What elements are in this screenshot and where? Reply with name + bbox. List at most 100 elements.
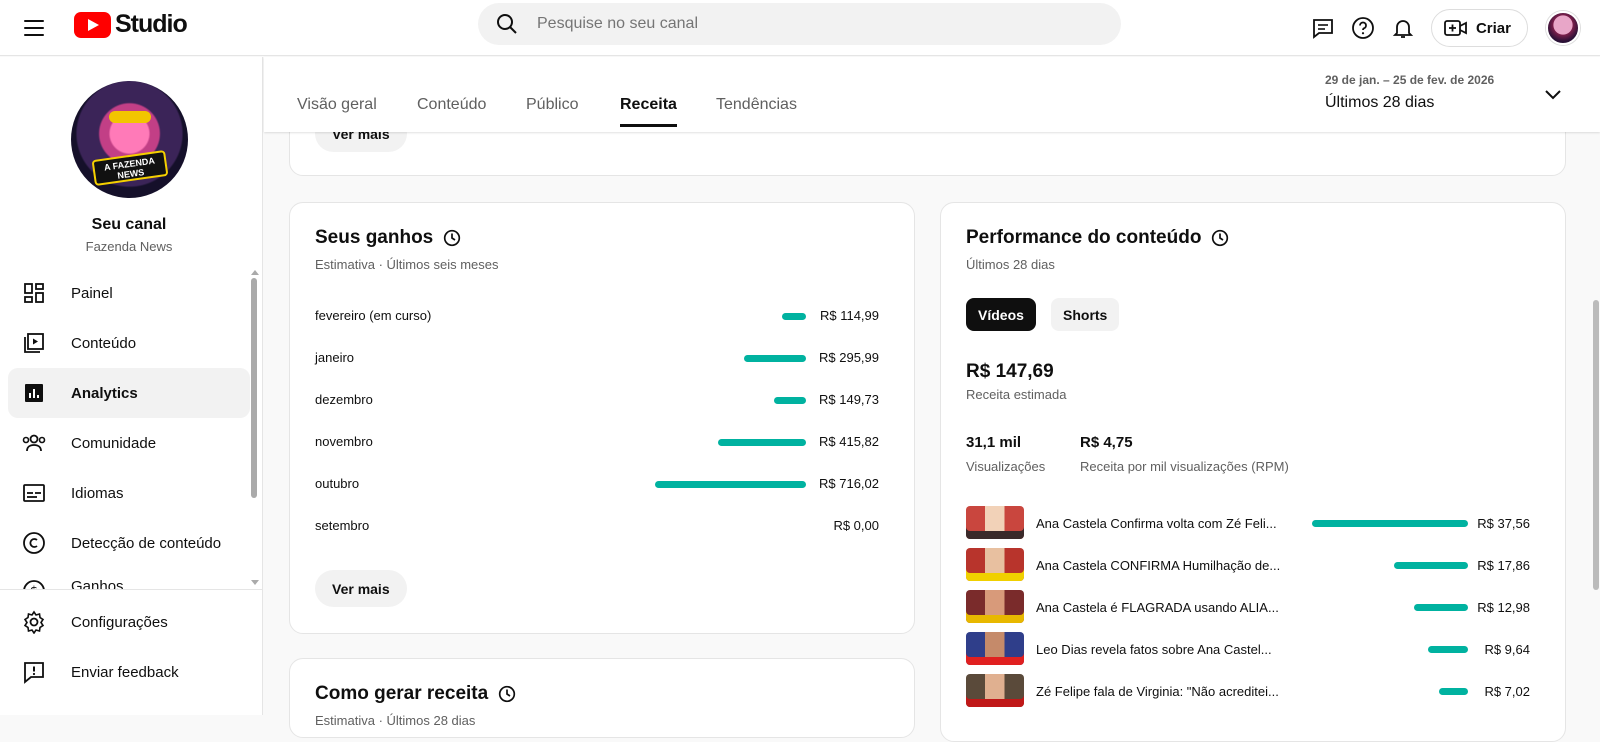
chevron-down-icon[interactable] (1543, 88, 1563, 102)
video-thumbnail[interactable] (966, 590, 1024, 623)
tab-receita[interactable]: Receita (620, 96, 677, 127)
video-revenue-bar (1438, 688, 1468, 695)
tab-publico[interactable]: Público (526, 96, 579, 113)
earnings-value: R$ 415,82 (819, 434, 879, 449)
sidebar-bottom: Configurações Enviar feedback (0, 589, 262, 715)
rpm-label: Receita por mil visualizações (RPM) (1080, 459, 1289, 474)
ver-mais-label: Ver mais (332, 580, 390, 597)
studio-logo[interactable]: Studio (74, 10, 188, 39)
earnings-row: janeiro R$ 295,99 (315, 348, 879, 368)
earnings-ver-mais-button[interactable]: Ver mais (315, 570, 407, 607)
video-row[interactable]: Leo Dias revela fatos sobre Ana Castel..… (966, 632, 1530, 668)
video-row[interactable]: Zé Felipe fala de Virginia: "Não acredit… (966, 674, 1530, 710)
toggle-shorts[interactable]: Shorts (1051, 298, 1120, 331)
video-thumbnail[interactable] (966, 632, 1024, 665)
earnings-bar (781, 313, 806, 320)
video-revenue-value: R$ 9,64 (1484, 642, 1530, 657)
earnings-month-label: outubro (315, 476, 360, 491)
video-title[interactable]: Ana Castela é FLAGRADA usando ALIA... (1036, 600, 1279, 615)
video-title[interactable]: Leo Dias revela fatos sobre Ana Castel..… (1036, 642, 1272, 657)
menu-icon[interactable] (22, 16, 46, 40)
earnings-card: Seus ganhos Estimativa · Últimos seis me… (289, 202, 915, 634)
clock-icon[interactable] (443, 229, 461, 247)
clock-icon[interactable] (498, 685, 516, 703)
video-revenue-value: R$ 12,98 (1477, 600, 1530, 615)
copyright-icon (21, 530, 47, 556)
subtitles-icon (21, 480, 47, 506)
notifications-icon[interactable] (1383, 8, 1423, 48)
main-scrollbar[interactable] (1593, 300, 1599, 590)
sidebar-item-deteccao[interactable]: Detecção de conteúdo (8, 518, 250, 568)
content-icon (21, 330, 47, 356)
earnings-value: R$ 149,73 (819, 392, 879, 407)
video-title[interactable]: Ana Castela Confirma volta com Zé Feli..… (1036, 516, 1277, 531)
clock-icon[interactable] (1211, 229, 1229, 247)
sidebar-item-label: Configurações (71, 613, 168, 631)
rpm-metric: R$ 4,75 Receita por mil visualizações (R… (1080, 434, 1289, 474)
sidebar-nav: Painel Conteúdo Analytics Comunidade Idi… (8, 268, 250, 596)
tab-conteudo[interactable]: Conteúdo (417, 96, 487, 113)
sidebar-item-label: Enviar feedback (71, 663, 179, 681)
tab-visao-geral[interactable]: Visão geral (297, 96, 377, 113)
channel-avatar[interactable]: A FAZENDA NEWS (71, 81, 188, 198)
video-title[interactable]: Ana Castela CONFIRMA Humilhação de... (1036, 558, 1281, 573)
toggle-videos[interactable]: Vídeos (966, 298, 1036, 331)
how-to-title: Como gerar receita (315, 683, 516, 705)
help-icon[interactable] (1343, 8, 1383, 48)
earnings-bar (743, 355, 806, 362)
search-bar[interactable] (478, 3, 1121, 45)
account-avatar[interactable] (1546, 11, 1580, 45)
logo-text: Studio (115, 10, 188, 38)
video-row[interactable]: Ana Castela é FLAGRADA usando ALIA... R$ … (966, 590, 1530, 626)
earnings-month-label: novembro (315, 434, 373, 449)
sunglasses-graphic (109, 111, 151, 123)
create-button[interactable]: Criar (1430, 9, 1528, 47)
sidebar-scroll-down-arrow[interactable] (251, 580, 259, 585)
sidebar-item-label: Analytics (71, 384, 138, 402)
performance-title: Performance do conteúdo (966, 227, 1229, 249)
earnings-row: setembro R$ 0,00 (315, 516, 879, 536)
earnings-row: dezembro R$ 149,73 (315, 390, 879, 410)
sidebar-scroll-up-arrow[interactable] (251, 270, 259, 275)
date-range-picker[interactable]: 29 de jan. – 25 de fev. de 2026 Últimos … (1325, 73, 1494, 112)
how-to-subtitle: Estimativa · Últimos 28 dias (315, 713, 476, 728)
earnings-subtitle: Estimativa · Últimos seis meses (315, 257, 499, 272)
performance-subtitle: Últimos 28 dias (966, 257, 1055, 272)
search-icon (497, 14, 517, 34)
sidebar-item-analytics[interactable]: Analytics (8, 368, 250, 418)
community-icon (21, 430, 47, 456)
video-row[interactable]: Ana Castela CONFIRMA Humilhação de... R$ … (966, 548, 1530, 584)
sidebar-item-configuracoes[interactable]: Configurações (8, 597, 250, 647)
views-metric: 31,1 mil Visualizações (966, 434, 1045, 474)
sidebar-item-idiomas[interactable]: Idiomas (8, 468, 250, 518)
sidebar-item-comunidade[interactable]: Comunidade (8, 418, 250, 468)
earnings-bar (655, 481, 806, 488)
sidebar-item-feedback[interactable]: Enviar feedback (8, 647, 250, 697)
video-row[interactable]: Ana Castela Confirma volta com Zé Feli..… (966, 506, 1530, 542)
search-input[interactable] (537, 15, 1077, 33)
earnings-row: novembro R$ 415,82 (315, 432, 879, 452)
video-revenue-bar (1312, 520, 1468, 527)
analytics-tabs-bar: Visão geral Conteúdo Público Receita Ten… (264, 57, 1600, 132)
date-range-dates: 29 de jan. – 25 de fev. de 2026 (1325, 73, 1495, 87)
earnings-value: R$ 716,02 (819, 476, 879, 491)
sidebar-scrollbar[interactable] (251, 278, 257, 498)
feedback-chat-icon[interactable] (1303, 8, 1343, 48)
earnings-row: fevereiro (em curso) R$ 114,99 (315, 306, 879, 326)
sidebar-item-painel[interactable]: Painel (8, 268, 250, 318)
earnings-bar (718, 439, 806, 446)
video-title[interactable]: Zé Felipe fala de Virginia: "Não acredit… (1036, 684, 1279, 699)
estimated-revenue-label: Receita estimada (966, 387, 1067, 402)
earnings-bar (774, 397, 806, 404)
earnings-month-label: janeiro (315, 350, 355, 365)
create-label: Criar (1475, 19, 1511, 37)
video-revenue-value: R$ 37,56 (1477, 516, 1530, 531)
earnings-value: R$ 295,99 (819, 350, 879, 365)
sidebar-item-label: Painel (71, 284, 113, 302)
sidebar-item-conteudo[interactable]: Conteúdo (8, 318, 250, 368)
video-thumbnail[interactable] (966, 548, 1024, 581)
video-thumbnail[interactable] (966, 506, 1024, 539)
channel-handle: Fazenda News (85, 239, 173, 254)
video-thumbnail[interactable] (966, 674, 1024, 707)
tab-tendencias[interactable]: Tendências (716, 96, 797, 113)
